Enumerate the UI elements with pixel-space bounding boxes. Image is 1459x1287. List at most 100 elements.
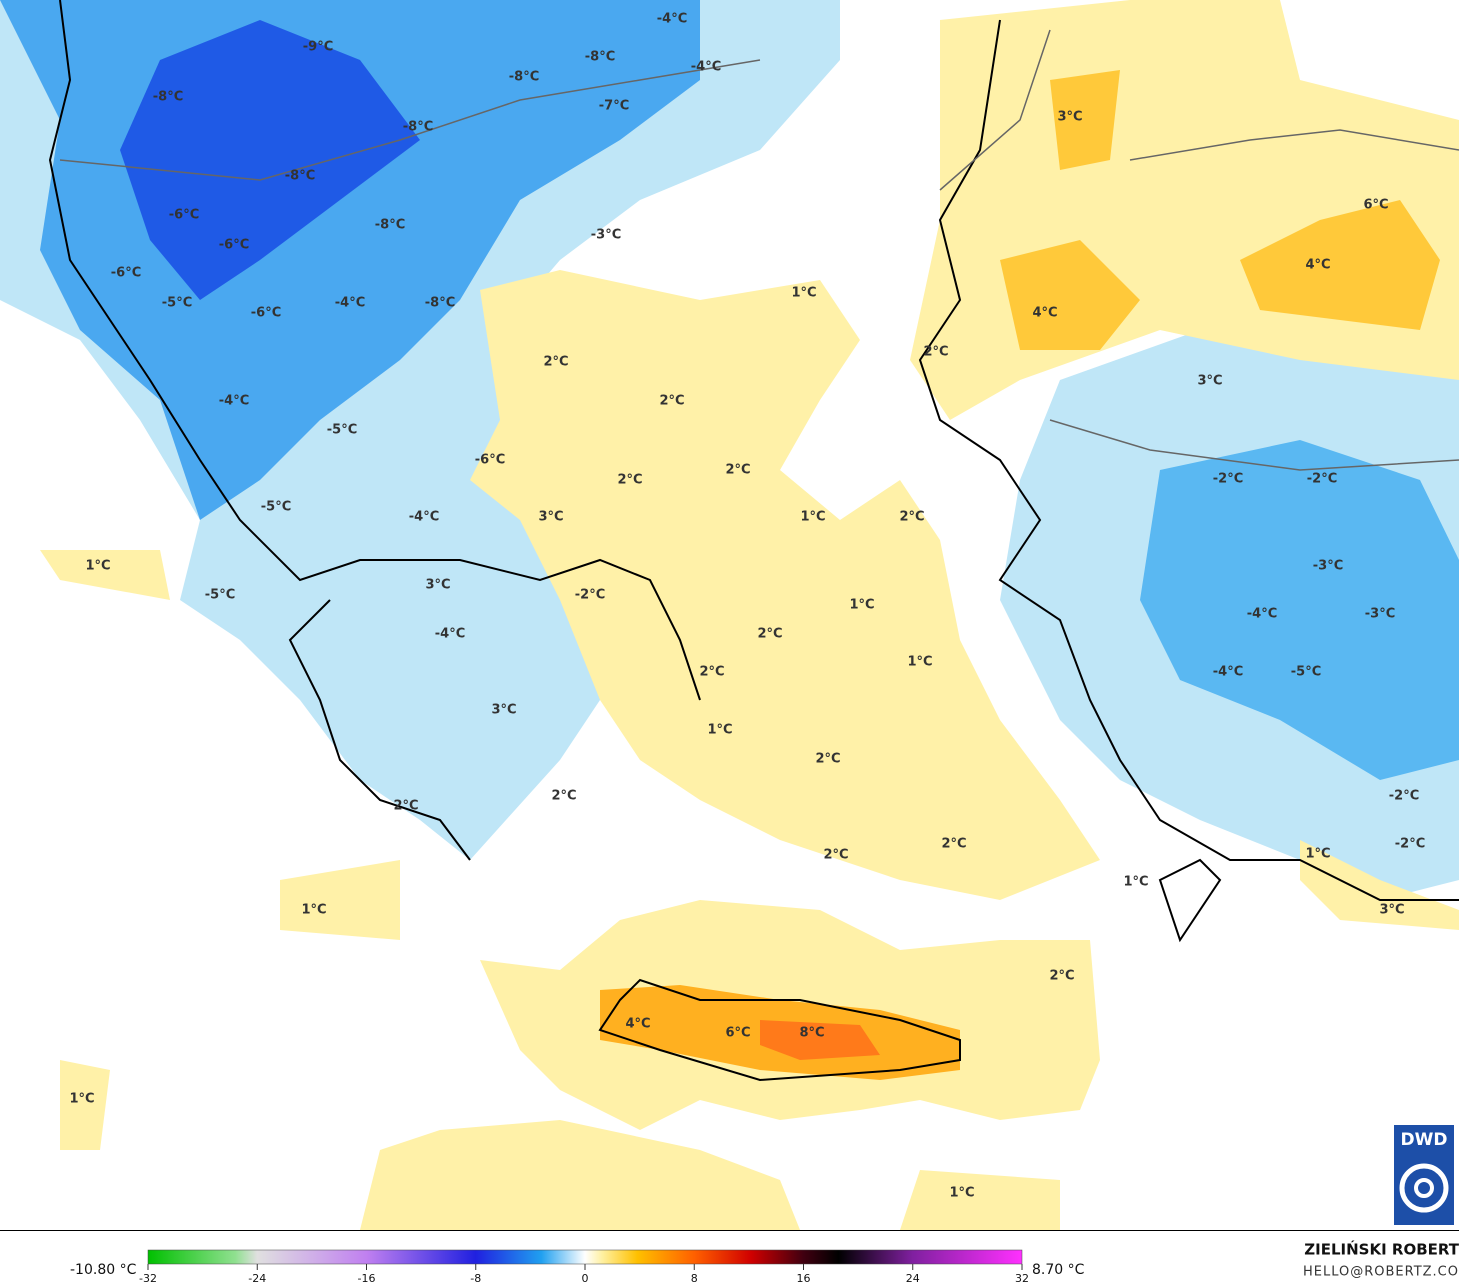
email: HELLO@ROBERTZ.CO [1303,1265,1459,1280]
temperature-label: 1°C [800,510,825,525]
temperature-label: 2°C [899,510,924,525]
temperature-field [0,0,1459,1231]
cold-deep [120,20,420,300]
temperature-label: 6°C [725,1026,750,1041]
temperature-label: -2°C [1213,472,1243,487]
temperature-label: 4°C [625,1017,650,1032]
temperature-label: -4°C [657,12,687,27]
temperature-label: -7°C [599,99,629,114]
temperature-label: 1°C [949,1186,974,1201]
dwd-logo-swirl-inner [1414,1178,1434,1198]
temperature-label: -4°C [219,394,249,409]
temperature-label: 4°C [1032,306,1057,321]
temperature-label: -5°C [1291,665,1321,680]
temperature-label: -6°C [475,453,505,468]
colorbar-tick-label: 24 [906,1272,920,1285]
temperature-label: -2°C [1389,789,1419,804]
temperature-label: -4°C [1247,607,1277,622]
colorbar-tick-label: 32 [1015,1272,1029,1285]
warm-south [40,550,1459,1230]
temperature-label: 2°C [551,789,576,804]
temperature-label: -4°C [1213,665,1243,680]
colorbar-tick-label: -24 [248,1272,266,1285]
temperature-label: 2°C [659,394,684,409]
colorbar-tick-label: 8 [691,1272,698,1285]
temperature-label: -5°C [162,296,192,311]
author: ZIELIŃSKI ROBERT [1304,1240,1459,1259]
temperature-label: -6°C [251,306,281,321]
dwd-logo-swirl [1399,1163,1449,1213]
temperature-label: 2°C [617,473,642,488]
temperature-label: 4°C [1305,258,1330,273]
temperature-label: 1°C [707,723,732,738]
temperature-label: 3°C [425,578,450,593]
colorbar [147,1249,1023,1265]
temperature-label: -8°C [509,70,539,85]
temperature-label: 1°C [791,286,816,301]
temperature-label: 2°C [699,665,724,680]
temperature-label: 1°C [301,903,326,918]
temperature-label: -8°C [585,50,615,65]
temperature-label: -8°C [425,296,455,311]
temperature-label: -3°C [1365,607,1395,622]
temperature-label: 2°C [941,837,966,852]
warm-crete-core [760,1020,880,1060]
temperature-label: 2°C [823,848,848,863]
temperature-label: -8°C [285,169,315,184]
temperature-label: -8°C [153,90,183,105]
temperature-label: -5°C [205,588,235,603]
temperature-label: -4°C [435,627,465,642]
warm-turkey-core [1000,70,1440,350]
colorbar-tick-label: 0 [582,1272,589,1285]
temperature-label: -2°C [1395,837,1425,852]
temperature-label: -6°C [219,238,249,253]
temperature-label: -8°C [403,120,433,135]
temperature-label: -5°C [261,500,291,515]
temperature-label: 3°C [491,703,516,718]
temperature-label: 1°C [907,655,932,670]
temperature-label: -4°C [691,60,721,75]
temperature-label: 2°C [1049,969,1074,984]
temperature-label: 2°C [393,799,418,814]
temperature-label: -2°C [575,588,605,603]
temperature-label: -9°C [303,40,333,55]
temperature-label: -2°C [1307,472,1337,487]
temperature-label: 3°C [1379,903,1404,918]
warm-aegean [470,270,1100,900]
temperature-label: 2°C [725,463,750,478]
labels: -9°C -8°C -4°C -4°C -8°C -8°C -7°C -8°C -8°C -6°C… [69,12,1425,1201]
borders [59,29,1459,471]
colorbar-tick-label: -16 [358,1272,376,1285]
temperature-label: -3°C [1313,559,1343,574]
frame [0,1230,1459,1231]
temperature-label: -6°C [111,266,141,281]
coastline [48,0,1459,1082]
temperature-label: 2°C [757,627,782,642]
temperature-label: 2°C [815,752,840,767]
temperature-label: 3°C [1057,110,1082,125]
temperature-label: -8°C [375,218,405,233]
colorbar-tick-label: -8 [470,1272,481,1285]
temperature-label: 1°C [1305,847,1330,862]
colorbar-min: -10.80 °C [70,1262,137,1278]
temperature-label: 3°C [1197,374,1222,389]
temperature-label: -5°C [327,423,357,438]
colorbar-tick-label: -32 [139,1272,157,1285]
dwd-logo-text: DWD [1401,1130,1448,1150]
colorbar-ticks: -32 -24 -16 -8 0 8 16 24 32 [139,1264,1029,1285]
temperature-label: 1°C [1123,875,1148,890]
temperature-label: 2°C [543,355,568,370]
temperature-label: -4°C [409,510,439,525]
temperature-label: 1°C [85,559,110,574]
temperature-label: 2°C [923,345,948,360]
colorbar-max: 8.70 °C [1032,1262,1085,1278]
temperature-label: -3°C [591,228,621,243]
temperature-label: 1°C [69,1092,94,1107]
temperature-label: 1°C [849,598,874,613]
temperature-label: -6°C [169,208,199,223]
temperature-label: 8°C [799,1026,824,1041]
colorbar-tick-label: 16 [797,1272,811,1285]
temperature-label: 6°C [1363,198,1388,213]
temperature-label: 3°C [538,510,563,525]
